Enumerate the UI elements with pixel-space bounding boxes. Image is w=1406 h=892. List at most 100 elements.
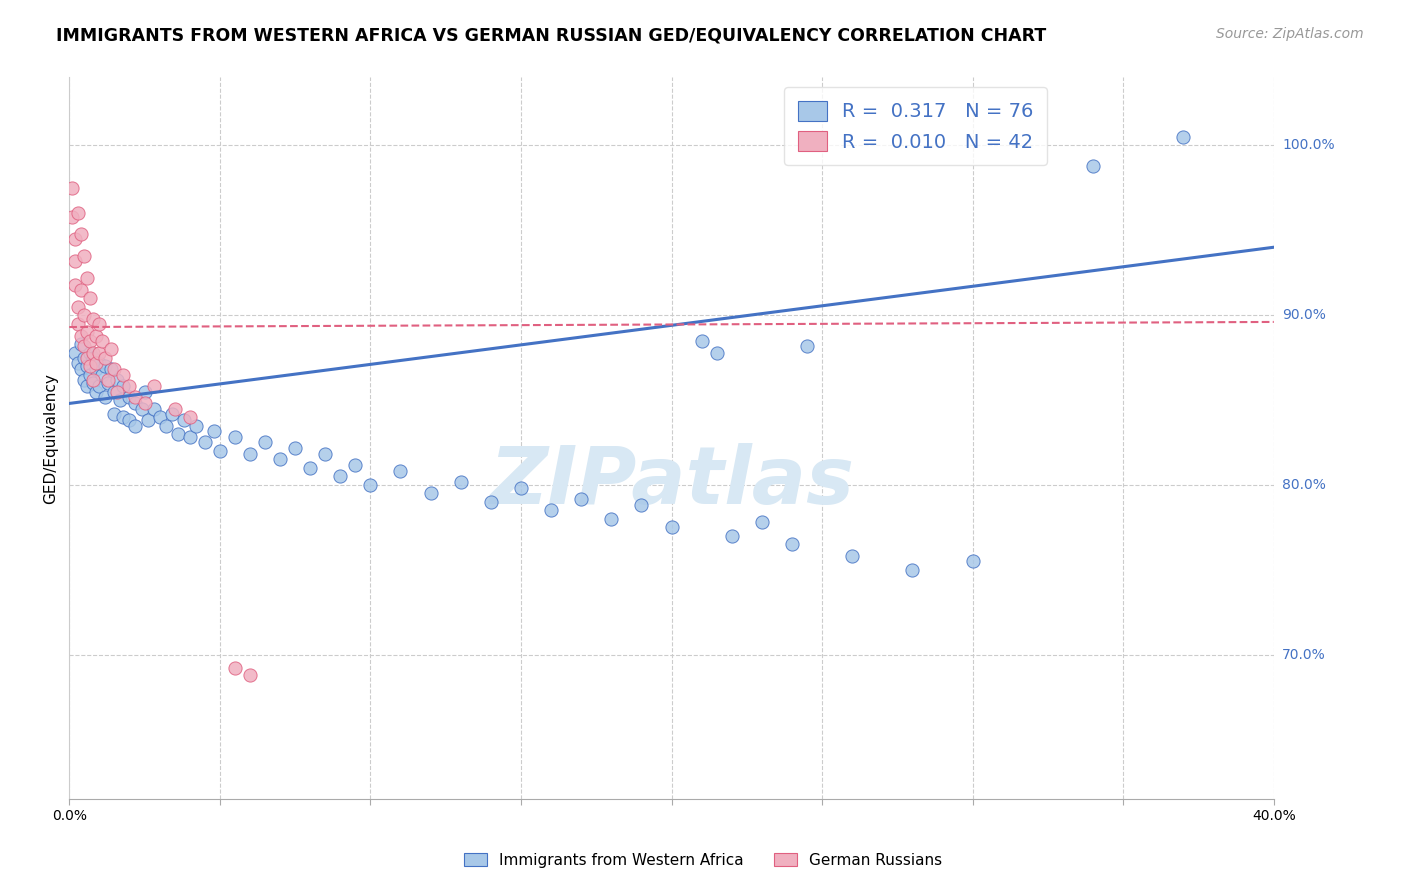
Point <box>60 210 83 224</box>
Point <box>253 435 276 450</box>
Point <box>208 444 231 458</box>
Point <box>112 368 135 382</box>
Point <box>94 351 117 365</box>
Point <box>70 362 93 376</box>
Point <box>70 283 93 297</box>
Point <box>142 379 165 393</box>
Point <box>179 410 201 425</box>
Point <box>510 481 533 495</box>
Point <box>118 390 141 404</box>
Point <box>450 475 472 489</box>
Point <box>1081 159 1104 173</box>
Point <box>79 291 101 305</box>
Point <box>184 418 207 433</box>
Point <box>479 495 502 509</box>
Point <box>65 277 87 292</box>
Point <box>86 384 108 399</box>
Point <box>419 486 441 500</box>
Point <box>148 410 170 425</box>
Point <box>89 356 111 370</box>
Point <box>284 441 307 455</box>
Point <box>359 478 381 492</box>
Point <box>100 362 122 376</box>
Point <box>70 337 93 351</box>
Point <box>540 503 562 517</box>
Point <box>173 413 195 427</box>
Point <box>91 368 114 382</box>
Point <box>82 376 104 390</box>
Point <box>79 334 101 348</box>
Text: 80.0%: 80.0% <box>1282 478 1326 492</box>
Point <box>630 499 652 513</box>
Point <box>94 359 117 373</box>
Text: Source: ZipAtlas.com: Source: ZipAtlas.com <box>1216 27 1364 41</box>
Point <box>103 407 125 421</box>
Point <box>86 328 108 343</box>
Point <box>76 351 98 365</box>
Point <box>107 384 129 399</box>
Point <box>76 325 98 339</box>
Point <box>389 464 412 478</box>
Point <box>86 362 108 376</box>
Point <box>67 300 90 314</box>
Point <box>118 379 141 393</box>
Point <box>329 469 352 483</box>
Text: 90.0%: 90.0% <box>1282 308 1326 322</box>
Point <box>142 401 165 416</box>
Point <box>569 491 592 506</box>
Point <box>65 253 87 268</box>
Point <box>70 227 93 241</box>
Point <box>103 384 125 399</box>
Point <box>76 379 98 393</box>
Point <box>79 345 101 359</box>
Y-axis label: GED/Equivalency: GED/Equivalency <box>44 373 58 504</box>
Point <box>314 447 336 461</box>
Legend: Immigrants from Western Africa, German Russians: Immigrants from Western Africa, German R… <box>456 845 950 875</box>
Point <box>73 308 96 322</box>
Point <box>901 563 924 577</box>
Point <box>269 452 291 467</box>
Point <box>86 356 108 370</box>
Point <box>73 339 96 353</box>
Point <box>79 368 101 382</box>
Point <box>97 376 120 390</box>
Point <box>796 339 818 353</box>
Point <box>82 311 104 326</box>
Point <box>70 328 93 343</box>
Point <box>73 373 96 387</box>
Point <box>91 334 114 348</box>
Point <box>67 356 90 370</box>
Point <box>179 430 201 444</box>
Point <box>160 407 183 421</box>
Point <box>97 373 120 387</box>
Text: IMMIGRANTS FROM WESTERN AFRICA VS GERMAN RUSSIAN GED/EQUIVALENCY CORRELATION CHA: IMMIGRANTS FROM WESTERN AFRICA VS GERMAN… <box>56 27 1046 45</box>
Point <box>100 342 122 356</box>
Point <box>134 396 156 410</box>
Point <box>89 317 111 331</box>
Point <box>94 390 117 404</box>
Point <box>107 373 129 387</box>
Point <box>299 461 322 475</box>
Point <box>239 447 262 461</box>
Point <box>720 529 742 543</box>
Point <box>76 359 98 373</box>
Text: 100.0%: 100.0% <box>1282 138 1334 153</box>
Text: 70.0%: 70.0% <box>1282 648 1326 662</box>
Point <box>706 345 728 359</box>
Point <box>82 351 104 365</box>
Point <box>136 413 159 427</box>
Point <box>841 549 863 564</box>
Point <box>1173 129 1195 144</box>
Point <box>112 379 135 393</box>
Point <box>73 351 96 365</box>
Point <box>751 516 773 530</box>
Point <box>344 458 367 472</box>
Point <box>67 206 90 220</box>
Point <box>155 418 177 433</box>
Point <box>600 512 623 526</box>
Text: ZIPatlas: ZIPatlas <box>489 442 853 521</box>
Point <box>110 392 132 407</box>
Point <box>60 181 83 195</box>
Point <box>163 401 186 416</box>
Point <box>118 413 141 427</box>
